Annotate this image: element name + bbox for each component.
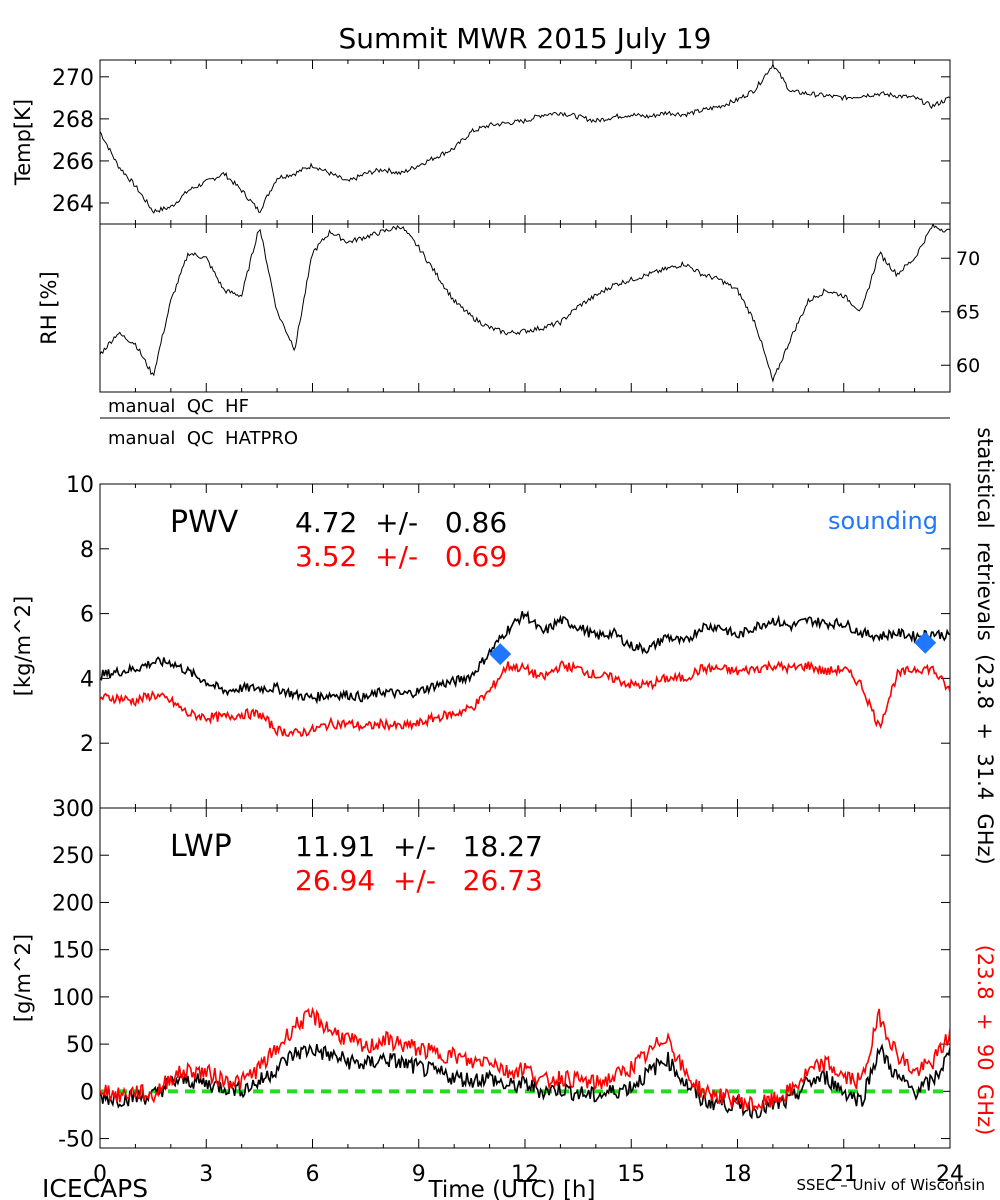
rh-frame <box>99 223 951 393</box>
lwp-panel: 0 3 6 9 12 15 18 21 24 -50 0 50 100 150 200 250 300 [g/m^… <box>11 797 964 1187</box>
pwv-stats-1: 3.52 +/- 0.69 <box>295 540 507 573</box>
rh-panel: 60 65 70 RH [%] manual QC HF manual QC HATPRO <box>37 223 980 449</box>
temp-ytick-label: 270 <box>52 66 94 91</box>
temp-frame <box>99 59 951 225</box>
rh-ytick-label: 70 <box>956 248 980 270</box>
temp-ytick-label: 266 <box>52 150 94 175</box>
rh-ytick-label: 65 <box>956 302 980 324</box>
pwv-stats-0: 4.72 +/- 0.86 <box>295 506 507 539</box>
lwp-panel-label: LWP <box>170 829 232 864</box>
lwp-xtick-label: 12 <box>511 1162 539 1187</box>
pwv-ytick-label: 8 <box>80 538 94 563</box>
chart-title: Summit MWR 2015 July 19 <box>339 22 712 55</box>
right-label-90ghz: (23.8 + 90 GHz) <box>973 945 997 1136</box>
rh-ylabel: RH [%] <box>37 271 61 344</box>
lwp-series-1 <box>100 1006 950 1112</box>
pwv-panel: 0 2 4 6 8 10 [kg/m^2] PWV 4.72 +/- 0.863.52 +/- … <box>11 473 951 822</box>
x-axis-title: Time (UTC) [h] <box>428 1177 596 1200</box>
pwv-ytick-label: 10 <box>66 473 94 498</box>
temp-ylabel: Temp[K] <box>11 99 35 186</box>
lwp-ytick-label: -50 <box>58 1128 94 1153</box>
lwp-xtick-label: 0 <box>93 1162 107 1187</box>
lwp-ytick-label: 300 <box>52 797 94 822</box>
lwp-ytick-label: 0 <box>80 1080 94 1105</box>
pwv-ytick-label: 4 <box>80 667 94 692</box>
lwp-stats-1: 26.94 +/- 26.73 <box>295 864 543 897</box>
temp-series-0 <box>100 62 950 214</box>
lwp-ytick-label: 50 <box>66 1033 94 1058</box>
lwp-xtick-label: 24 <box>936 1162 964 1187</box>
lwp-xtick-label: 9 <box>412 1162 426 1187</box>
pwv-ylabel: [kg/m^2] <box>11 596 35 696</box>
temp-panel: 264 266 268 270 Temp[K] <box>11 59 951 225</box>
lwp-series-0 <box>100 1043 950 1120</box>
pwv-legend: sounding <box>828 507 938 535</box>
lwp-ytick-label: 100 <box>52 986 94 1011</box>
lwp-xtick-label: 21 <box>830 1162 858 1187</box>
footer-right: SSEC – Univ of Wisconsin <box>797 1176 985 1194</box>
lwp-xtick-label: 3 <box>199 1162 213 1187</box>
rh-ytick-label: 60 <box>956 355 980 377</box>
lwp-stats-0: 11.91 +/- 18.27 <box>295 830 543 863</box>
temp-ytick-label: 268 <box>52 108 94 133</box>
lwp-ylabel: [g/m^2] <box>11 934 35 1022</box>
lwp-ytick-label: 150 <box>52 939 94 964</box>
qc-label-0: manual QC HF <box>108 396 249 417</box>
lwp-ytick-label: 200 <box>52 891 94 916</box>
pwv-sounding-marker <box>914 631 937 654</box>
pwv-panel-label: PWV <box>170 505 239 540</box>
pwv-ytick-label: 6 <box>80 603 94 628</box>
pwv-sounding-marker <box>489 643 512 666</box>
right-label-retrievals: statistical retrievals (23.8 + 31.4 GHz) <box>973 427 997 865</box>
pwv-ytick-label: 0 <box>80 797 94 822</box>
lwp-xtick-label: 15 <box>617 1162 645 1187</box>
pwv-series-0 <box>100 610 950 705</box>
lwp-xtick-label: 6 <box>306 1162 320 1187</box>
footer-left: ICECAPS <box>42 1174 148 1200</box>
lwp-ytick-label: 250 <box>52 844 94 869</box>
pwv-series-1 <box>100 659 950 738</box>
temp-ytick-label: 264 <box>52 192 94 217</box>
lwp-xtick-label: 18 <box>724 1162 752 1187</box>
qc-label-1: manual QC HATPRO <box>108 428 298 449</box>
pwv-ytick-label: 2 <box>80 732 94 757</box>
rh-series-0 <box>100 224 950 383</box>
